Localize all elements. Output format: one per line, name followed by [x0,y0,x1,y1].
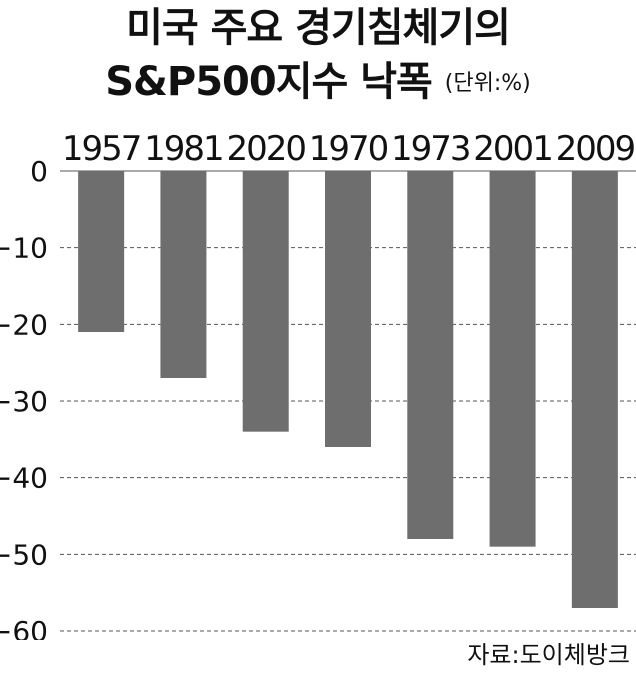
bar [242,171,289,432]
bar [325,171,371,447]
source-label: 자료:도이체방크 [467,641,630,669]
x-tick-label: 1970 [309,129,388,169]
y-tick-label: 0 [30,155,48,188]
bar [407,171,454,539]
unit-label: (단위:%) [444,71,531,96]
bar [489,171,536,547]
x-tick-label: 1981 [144,129,223,169]
x-tick-label: 2020 [226,129,305,169]
x-tick-label: 2001 [473,129,552,169]
y-tick-label: −20 [0,308,48,341]
bar [160,171,207,378]
x-tick-label: 2009 [556,129,635,169]
chart-title-line-2: S&P500지수 낙폭 (단위:%) [0,58,636,108]
y-tick-label: −10 [0,232,48,265]
y-tick-label: −50 [0,538,48,571]
chart-title-line-1: 미국 주요 경기침체기의 [126,5,511,51]
y-tick-label: −60 [0,615,48,640]
bar [78,171,125,332]
chart-title-main: S&P500지수 낙폭 [105,59,433,105]
x-tick-label: 1973 [391,129,470,169]
y-tick-label: −40 [0,462,48,495]
x-tick-label: 1957 [62,129,141,169]
y-tick-label: −30 [0,385,48,418]
bar [571,171,618,608]
